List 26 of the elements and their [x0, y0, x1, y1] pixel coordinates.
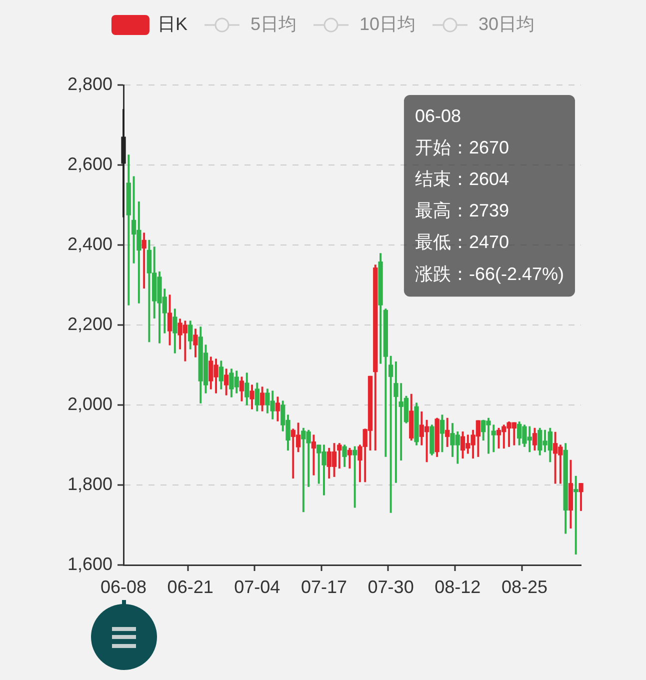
y-tick-label: 2,200: [67, 314, 112, 334]
annotation: 06-08: [414, 106, 462, 126]
y-tick-label: 2,800: [67, 74, 112, 94]
candlestick: [352, 446, 358, 508]
annotation: 最高：2739: [414, 200, 510, 221]
candlestick: [574, 476, 578, 555]
x-tick-label: 08-25: [501, 576, 548, 597]
annotation: 结束：2604: [414, 168, 510, 189]
legend-label: 5日均: [250, 14, 296, 34]
x-tick-label: 07-04: [234, 576, 280, 597]
x-tick-label: 08-12: [434, 576, 481, 597]
y-tick-label: 1,600: [67, 554, 112, 574]
y-tick-label: 2,600: [67, 154, 112, 174]
y-tick-label: 2,000: [67, 394, 112, 414]
legend-label: 30日均: [478, 14, 535, 34]
x-tick-label: 07-17: [300, 576, 347, 597]
annotation: 开始：2670: [414, 137, 510, 158]
x-tick-label: 07-30: [368, 576, 414, 597]
x-tick-label: 06-21: [167, 576, 214, 597]
x-tick-label: 06-08: [100, 576, 147, 597]
annotation: 涨跌：-66(-2.47%): [414, 264, 564, 284]
legend-label: 日K: [157, 14, 188, 34]
y-tick-label: 2,400: [67, 234, 112, 254]
y-tick-label: 1,800: [67, 474, 112, 494]
legend-label: 10日均: [359, 14, 416, 34]
annotation: 最低：2470: [414, 232, 510, 252]
